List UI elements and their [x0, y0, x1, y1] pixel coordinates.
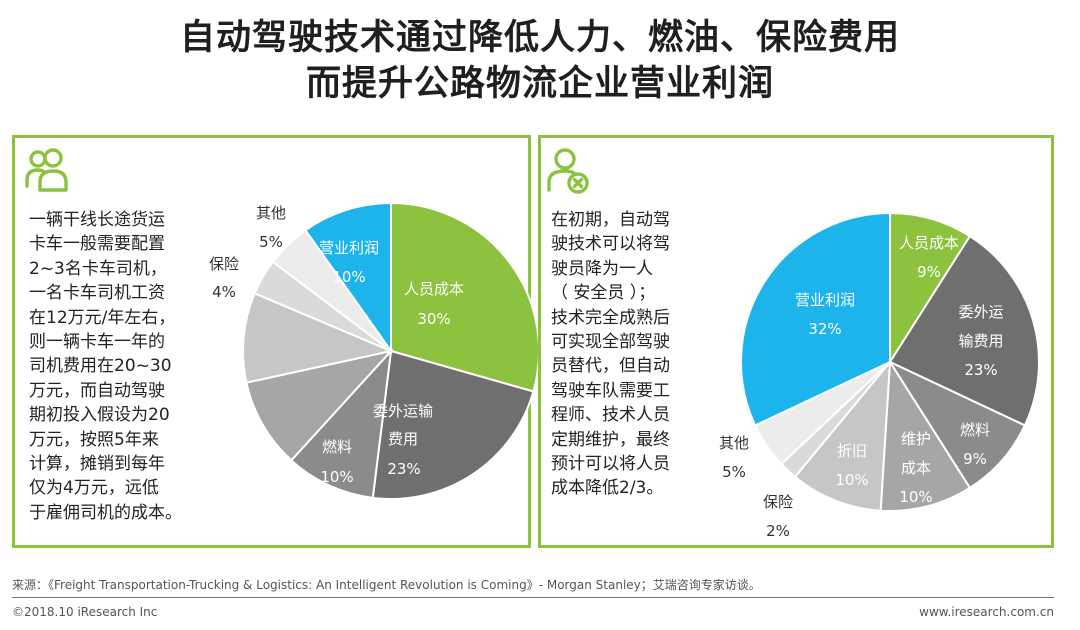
right-pie-slice-value-3: 10% [899, 488, 932, 506]
left-pie-slice-name-2: 燃料 [322, 438, 352, 456]
right-pie-slice-value-1: 23% [964, 361, 997, 379]
left-pie-slice-name-5: 保险 [209, 255, 239, 273]
user-remove-icon [547, 148, 589, 194]
page-title-line-2: 而提升公路物流企业营业利润 [305, 64, 774, 104]
left-pie-slice-name-6: 其他 [256, 204, 286, 222]
right-pie-slice-name-6: 其他 [719, 434, 749, 452]
left-pie-slice-value-2: 10% [320, 468, 353, 486]
right-pie-slice-name-1-2: 输费用 [958, 332, 1003, 350]
left-pie-slice-value-7: 10% [332, 268, 365, 286]
left-pie-slice-value-6: 5% [259, 233, 283, 251]
right-pie-slice-name-3: 维护 [901, 430, 931, 448]
source-note: 来源：《Freight Transportation-Trucking & Lo… [12, 578, 761, 592]
website-link[interactable]: www.iresearch.com.cn [919, 605, 1054, 619]
right-pie-slice-value-2: 9% [963, 450, 987, 468]
left-pie-slice-value-5: 4% [212, 283, 236, 301]
left-pie-slice-value-1: 23% [387, 460, 420, 478]
left-pie-slice-4 [242, 291, 395, 384]
right-pie-slice-name-1: 委外运 [958, 303, 1003, 321]
left-pie-slice-name-3: 本 [236, 392, 251, 410]
right-pie-slice-name-7: 营业利润 [795, 291, 855, 309]
right-pie-slice-7 [740, 211, 891, 427]
right-pie-slice-name-3-2: 成本 [901, 459, 931, 477]
right-pie-slice-3 [879, 358, 972, 513]
right-pie-slice-value-0: 9% [917, 263, 941, 281]
right-pie-slice-4 [793, 358, 892, 512]
right-pie-slice-1 [888, 234, 1040, 427]
page-title-line-1: 自动驾驶技术通过降低人力、燃油、保险费用 [179, 18, 900, 58]
right-pie-slice-value-5: 2% [766, 522, 790, 540]
left-pie-slice-name-0: 人员成本 [404, 280, 464, 298]
left-pie-slice-value-0: 30% [417, 310, 450, 328]
users-icon [25, 148, 68, 192]
left-pie-slice-2 [289, 348, 393, 499]
left-pie-slice-name-7: 营业利润 [319, 239, 379, 257]
right-pie-slice-name-0: 人员成本 [899, 234, 959, 252]
right-pie-slice-value-4: 10% [835, 471, 868, 489]
right-pie-slice-2 [887, 359, 1027, 490]
left-pie-slice-3 [245, 349, 394, 462]
right-pie-slice-0 [889, 211, 972, 366]
right-pie-slice-value-7: 32% [808, 320, 841, 338]
left-pie-slice-name-1-2: 费用 [388, 430, 418, 448]
right-pie-slice-name-2: 燃料 [960, 421, 990, 439]
right-panel: 在初期，自动驾 驶技术可以将驾 驶员降为一人 （ 安全员 ）； 技术完全成熟后 … [538, 135, 1054, 548]
footer-divider [12, 597, 1054, 598]
left-panel: 一辆干线长途货运 卡车一般需要配置 2~3名卡车司机， 一名卡车司机工资 在12… [12, 135, 540, 548]
left-pie-slice-7 [304, 201, 392, 355]
left-pie-slice-name-1: 委外运输 [373, 402, 433, 420]
left-pie-slice-1 [371, 349, 535, 500]
left-description: 一辆干线长途货运 卡车一般需要配置 2~3名卡车司机， 一名卡车司机工资 在12… [29, 210, 182, 523]
right-pie-slice-value-6: 5% [722, 463, 746, 481]
copyright: ©2018.10 iResearch Inc [12, 605, 158, 619]
right-pie-slice-name-4: 折旧 [837, 442, 867, 460]
right-pie-slice-name-5: 保险 [763, 493, 793, 511]
right-description: 在初期，自动驾 驶技术可以将驾 驶员降为一人 （ 安全员 ）； 技术完全成熟后 … [551, 210, 670, 499]
